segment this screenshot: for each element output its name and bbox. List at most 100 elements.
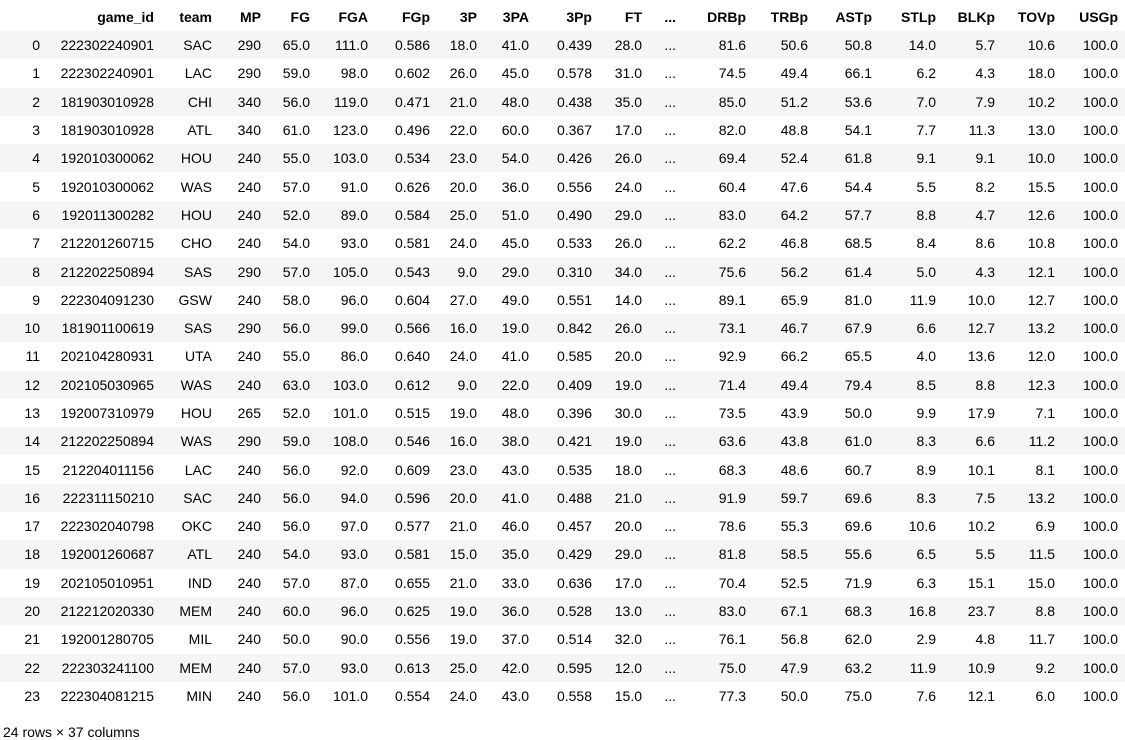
table-cell: 212204011156: [62, 461, 154, 478]
table-cell: 6.2: [916, 65, 936, 82]
table-cell: 51.0: [501, 206, 529, 223]
table-cell: 33.0: [501, 574, 529, 591]
table-cell: 38.0: [501, 433, 529, 450]
table-cell: 46.7: [780, 320, 808, 337]
table-cell: 59.7: [780, 489, 808, 506]
table-cell: ...: [664, 320, 676, 337]
table-cell: 4.3: [975, 65, 995, 82]
table-row: 0 222302240901 SAC 290 65.0 111.0 0.586 18.0 41.…: [0, 31, 1125, 60]
table-cell: 7.5: [975, 489, 995, 506]
table-cell: 99.0: [340, 320, 368, 337]
table-cell: 36.0: [501, 178, 529, 195]
table-cell: 34.0: [614, 263, 642, 280]
table-cell: 0.581: [394, 546, 430, 563]
table-cell: 100.0: [1082, 235, 1118, 252]
table-cell: 19.0: [614, 433, 642, 450]
table-cell: 240: [237, 603, 261, 620]
table-cell: 4.8: [975, 631, 995, 648]
table-cell: 56.0: [282, 518, 310, 535]
table-cell: 0.421: [556, 433, 592, 450]
table-cell: 63.2: [844, 659, 872, 676]
table-cell: 61.0: [282, 122, 310, 139]
table-cell: 0.554: [394, 687, 430, 704]
row-index: 8: [32, 263, 40, 280]
table-cell: 340: [237, 93, 261, 110]
table-cell: MIN: [186, 687, 212, 704]
table-cell: 48.0: [501, 93, 529, 110]
table-cell: WAS: [180, 433, 212, 450]
table-row: 21 192001280705 MIL 240 50.0 90.0 0.556 19.0 37.…: [0, 625, 1125, 653]
table-cell: 12.1: [967, 687, 995, 704]
row-index: 5: [32, 178, 40, 195]
table-cell: ...: [664, 206, 676, 223]
table-cell: 89.1: [718, 291, 746, 308]
column-header: DRBp: [707, 9, 746, 25]
table-cell: 100.0: [1082, 659, 1118, 676]
table-cell: 29.0: [614, 546, 642, 563]
table-cell: 18.0: [449, 37, 477, 54]
table-cell: 66.1: [844, 65, 872, 82]
table-cell: 65.5: [844, 348, 872, 365]
table-cell: 50.0: [844, 405, 872, 421]
table-cell: 0.609: [394, 461, 430, 478]
table-cell: 6.9: [1035, 518, 1055, 535]
table-cell: 20.0: [614, 348, 642, 365]
table-cell: 83.0: [718, 603, 746, 620]
table-cell: 11.2: [1028, 433, 1055, 450]
table-cell: ...: [664, 291, 676, 308]
table-cell: 93.0: [340, 659, 368, 676]
table-cell: 0.604: [394, 291, 430, 308]
table-cell: HOU: [180, 405, 212, 421]
table-cell: 0.578: [556, 65, 592, 82]
table-cell: 56.8: [780, 631, 808, 648]
row-index: 2: [32, 93, 40, 110]
table-cell: 87.0: [340, 574, 368, 591]
table-cell: 290: [237, 263, 261, 280]
table-cell: 28.0: [614, 37, 642, 54]
table-cell: 66.2: [780, 348, 808, 365]
row-index: 14: [24, 433, 40, 450]
table-cell: 100.0: [1082, 93, 1118, 110]
table-cell: 10.8: [1027, 235, 1055, 252]
table-cell: 8.6: [975, 235, 995, 252]
table-cell: 7.6: [916, 687, 936, 704]
table-cell: 23.0: [449, 150, 477, 167]
table-cell: 100.0: [1082, 320, 1118, 337]
table-cell: 21.0: [614, 489, 642, 506]
table-cell: 290: [237, 320, 261, 337]
table-cell: 92.9: [718, 348, 746, 365]
table-cell: 50.8: [844, 37, 872, 54]
table-cell: ...: [664, 489, 676, 506]
table-cell: 43.9: [780, 405, 808, 421]
table-cell: 240: [237, 631, 261, 648]
table-cell: 12.7: [1027, 291, 1055, 308]
table-cell: 15.0: [449, 546, 477, 563]
table-cell: 19.0: [449, 405, 477, 421]
table-cell: 55.6: [844, 546, 872, 563]
table-cell: 5.7: [975, 37, 995, 54]
table-cell: 222302040798: [60, 518, 154, 535]
table-cell: ...: [664, 235, 676, 252]
table-cell: 59.0: [282, 65, 310, 82]
table-cell: 8.2: [975, 178, 995, 195]
table-cell: 0.534: [394, 150, 430, 167]
table-cell: ...: [664, 348, 676, 365]
table-cell: 24.0: [614, 178, 642, 195]
table-cell: 0.581: [394, 235, 430, 252]
column-header: 3PA: [502, 9, 529, 25]
table-cell: 96.0: [340, 291, 368, 308]
table-cell: 11.9: [909, 291, 936, 308]
table-cell: LAC: [184, 65, 212, 82]
table-cell: 61.0: [844, 433, 872, 450]
table-row: 13 192007310979 HOU 265 52.0 101.0 0.515 19.0 48…: [0, 399, 1125, 427]
table-cell: 8.4: [916, 235, 936, 252]
table-cell: 55.0: [282, 348, 310, 365]
column-header: team: [179, 9, 212, 25]
table-cell: 2.9: [916, 631, 936, 648]
table-cell: 54.4: [844, 178, 872, 195]
table-cell: 192010300062: [60, 178, 154, 195]
column-header: ...: [664, 9, 676, 25]
table-cell: WAS: [180, 178, 212, 195]
table-cell: 24.0: [449, 348, 477, 365]
table-cell: 48.0: [501, 405, 529, 421]
